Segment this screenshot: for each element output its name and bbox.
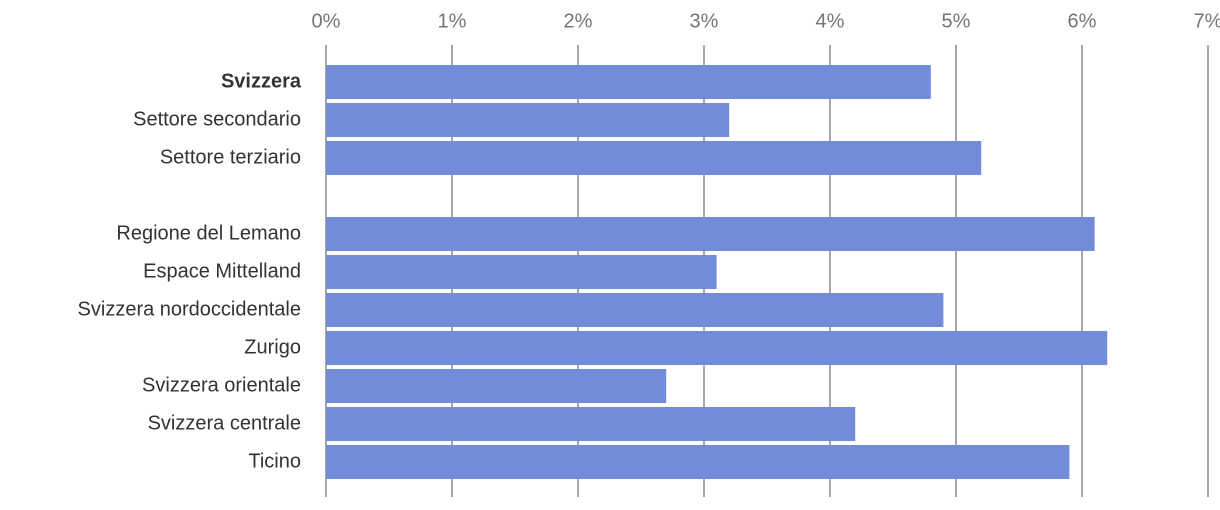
x-tick-label: 1% [438,10,467,32]
bar [326,369,667,403]
x-tick-label: 2% [564,10,593,32]
y-tick-label: Svizzera nordoccidentale [78,298,301,320]
y-tick-label: Svizzera orientale [142,374,301,396]
y-tick-label: Svizzera centrale [148,412,301,434]
y-tick-label: Svizzera [221,70,302,92]
bar [326,103,730,137]
y-tick-label: Regione del Lemano [116,222,301,244]
bar [326,293,944,327]
bar [326,217,1095,251]
bar [326,65,931,99]
y-tick-label: Zurigo [244,336,301,358]
y-tick-label: Settore terziario [160,146,301,168]
x-tick-label: 7% [1194,10,1220,32]
y-tick-label: Espace Mittelland [143,260,301,282]
x-tick-label: 5% [942,10,971,32]
bar [326,141,982,175]
bar [326,407,856,441]
y-tick-label: Ticino [248,450,301,472]
x-tick-label: 6% [1068,10,1097,32]
bar [326,331,1108,365]
x-tick-label: 3% [690,10,719,32]
x-tick-label: 0% [312,10,341,32]
x-tick-label: 4% [816,10,845,32]
bar [326,255,717,289]
y-tick-label: Settore secondario [133,108,301,130]
bar [326,445,1070,479]
